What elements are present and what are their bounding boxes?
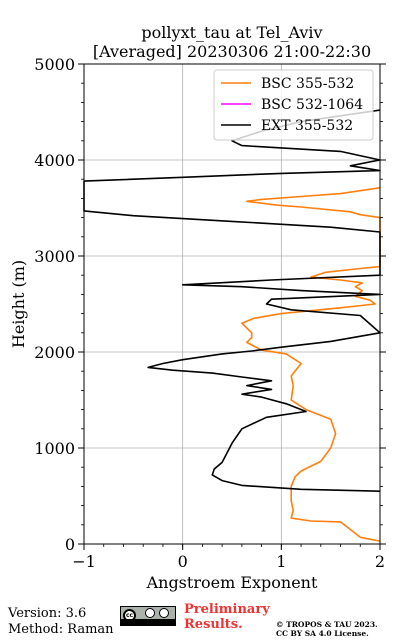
legend: BSC 355-532 BSC 532-1064 EXT 355-532 <box>213 69 374 141</box>
legend-entry: BSC 355-532 <box>261 76 354 92</box>
y-tick-label: 5000 <box>34 55 75 74</box>
legend-entry: BSC 532-1064 <box>261 97 363 113</box>
copyright-notice: © TROPOS & TAU 2023. CC BY SA 4.0 Licens… <box>276 620 378 638</box>
chart-subtitle: [Averaged] 20230306 21:00-22:30 <box>93 42 371 61</box>
y-tick-label: 2000 <box>34 343 75 362</box>
footer-info: Version: 3.6 Method: Raman <box>8 606 114 638</box>
y-tick-label: 1000 <box>34 439 75 458</box>
preliminary-notice: Preliminary Results. <box>184 602 270 632</box>
method-text: Method: Raman <box>8 622 114 637</box>
copyright-line2: CC BY SA 4.0 License. <box>276 629 369 638</box>
x-tick-label: 2 <box>375 552 385 571</box>
x-axis-label: Angstroem Exponent <box>146 573 318 592</box>
preliminary-line2: Results. <box>184 617 243 632</box>
y-tick-label: 0 <box>65 535 75 554</box>
license-band <box>121 619 175 625</box>
chart-title: pollyxt_tau at Tel_Aviv <box>141 23 322 42</box>
sa-icon <box>159 608 169 618</box>
y-axis-label: Height (m) <box>9 260 28 348</box>
by-icon <box>145 608 155 618</box>
y-tick-label: 4000 <box>34 151 75 170</box>
angstroem-chart: pollyxt_tau at Tel_Aviv [Averaged] 20230… <box>9 23 386 592</box>
x-tick-label: 1 <box>276 552 286 571</box>
legend-box <box>213 69 374 141</box>
version-text: Version: 3.6 <box>8 606 87 621</box>
y-tick-label: 3000 <box>34 247 75 266</box>
legend-entry: EXT 355-532 <box>261 118 353 134</box>
series-line-bsc-355-532 <box>241 187 381 542</box>
preliminary-line1: Preliminary <box>184 602 270 617</box>
series-layer <box>83 109 381 542</box>
x-tick-label: −1 <box>72 552 96 571</box>
copyright-line1: © TROPOS & TAU 2023. <box>276 620 378 629</box>
cc-license-logo: cc <box>120 606 176 626</box>
x-tick-label: 0 <box>178 552 188 571</box>
plot-frame <box>83 63 381 545</box>
